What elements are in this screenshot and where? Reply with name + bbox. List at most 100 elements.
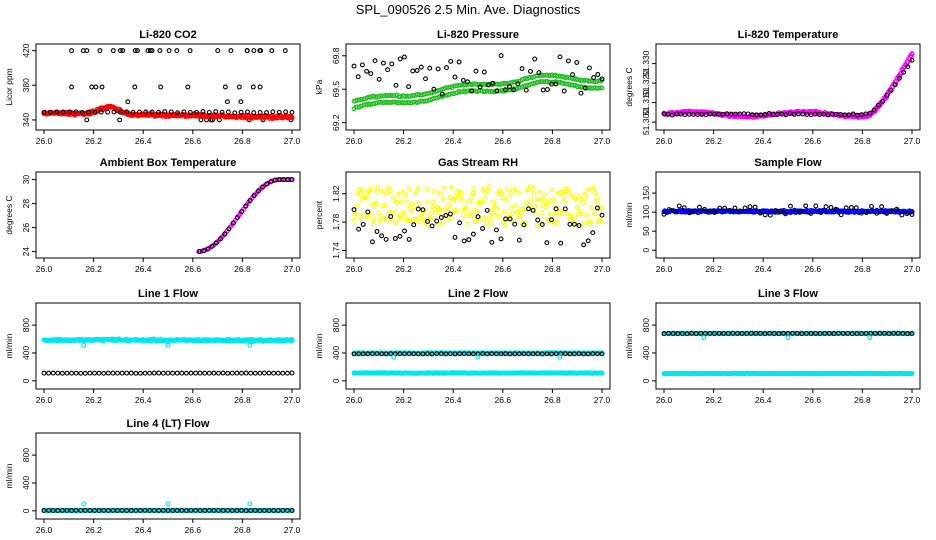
data-point	[498, 351, 504, 357]
series-1	[661, 203, 915, 218]
data-point	[389, 61, 395, 67]
data-point	[388, 351, 394, 357]
data-point	[859, 331, 864, 336]
data-point	[484, 207, 490, 213]
data-point	[101, 507, 107, 513]
data-point	[211, 508, 217, 513]
figure-title: SPL_090526 2.5 Min. Ave. Diagnostics	[355, 2, 581, 17]
data-point	[423, 76, 428, 82]
data-point	[579, 211, 585, 217]
data-point	[376, 210, 382, 216]
series-1	[351, 205, 605, 248]
data-point	[444, 65, 449, 71]
data-point	[229, 508, 235, 513]
data-point	[817, 331, 823, 336]
data-point	[136, 109, 142, 115]
x-tick-label: 27.0	[594, 264, 611, 274]
data-point	[454, 208, 459, 214]
y-axis-label: ml/min	[624, 333, 634, 358]
data-point	[280, 370, 286, 376]
data-point	[513, 203, 519, 209]
data-point	[590, 185, 596, 191]
plot-frame	[35, 171, 301, 259]
data-point	[594, 194, 600, 200]
data-point	[670, 331, 676, 336]
data-point	[364, 68, 370, 74]
data-point	[149, 48, 155, 54]
data-point	[165, 370, 171, 376]
data-point	[130, 109, 136, 115]
data-point	[576, 223, 582, 228]
data-point	[461, 238, 467, 244]
data-point	[132, 84, 138, 90]
panel-line-1-flow: Line 1 Flow 26.0 26.2 26.4 26.6 26.8 27.0 0 400 8…	[4, 288, 301, 405]
data-point	[369, 351, 375, 357]
data-point	[591, 211, 597, 217]
data-point	[470, 191, 476, 196]
data-point	[599, 212, 605, 218]
data-point	[257, 508, 263, 514]
data-point	[229, 370, 235, 376]
y-axis-label: ml/min	[4, 463, 14, 488]
data-point	[64, 370, 70, 376]
data-point	[250, 84, 256, 90]
data-point	[503, 197, 509, 203]
data-point	[220, 370, 226, 376]
data-point	[41, 370, 47, 376]
data-point	[512, 186, 518, 192]
data-point	[55, 508, 61, 513]
data-point	[78, 370, 84, 376]
data-point	[92, 508, 97, 513]
data-point	[712, 210, 718, 215]
data-point	[234, 215, 240, 220]
panel-title: Line 3 Flow	[758, 288, 818, 300]
data-point	[475, 354, 481, 360]
x-tick-label: 26.4	[135, 264, 152, 274]
data-point	[486, 184, 492, 190]
data-point	[230, 220, 236, 226]
data-point	[137, 508, 143, 513]
data-point	[226, 226, 232, 232]
data-point	[119, 507, 125, 513]
data-point	[537, 189, 543, 195]
data-point	[378, 188, 384, 194]
series-2	[661, 330, 915, 337]
data-point	[247, 501, 253, 507]
data-point	[352, 211, 358, 217]
x-tick-label: 26.2	[85, 395, 102, 405]
data-point	[909, 57, 915, 63]
data-point	[843, 205, 849, 211]
data-point	[185, 84, 191, 90]
data-point	[886, 331, 892, 337]
panel-gas-stream-rh: Gas Stream RH 26.0 26.2 26.4 26.6 26.8 27.0 1.7…	[314, 157, 611, 274]
data-point	[532, 203, 538, 209]
data-point	[385, 67, 391, 73]
data-point	[115, 508, 120, 513]
data-point	[252, 508, 258, 513]
data-point	[370, 221, 376, 227]
data-point	[447, 211, 453, 217]
data-point	[183, 508, 189, 514]
data-point	[258, 48, 264, 54]
panel-title: Li-820 CO2	[139, 29, 196, 41]
data-point	[41, 508, 47, 513]
data-point	[170, 370, 176, 376]
data-point	[490, 199, 496, 205]
data-point	[391, 209, 397, 215]
data-point	[117, 117, 123, 123]
data-point	[567, 221, 573, 227]
data-point	[595, 72, 601, 77]
data-point	[585, 187, 591, 193]
data-point	[289, 109, 295, 115]
panel-title: Line 2 Flow	[448, 288, 508, 300]
data-point	[434, 204, 440, 210]
series-1	[351, 370, 605, 376]
x-tick-label: 26.0	[656, 136, 673, 146]
data-point	[447, 351, 453, 357]
data-point	[521, 351, 527, 357]
data-point	[55, 370, 61, 376]
data-point	[373, 200, 379, 206]
panel-line-3-flow: Line 3 Flow 26.0 26.2 26.4 26.6 26.8 27.0 0 400 8…	[624, 288, 921, 405]
data-point	[271, 508, 277, 513]
x-tick-label: 26.6	[495, 395, 512, 405]
